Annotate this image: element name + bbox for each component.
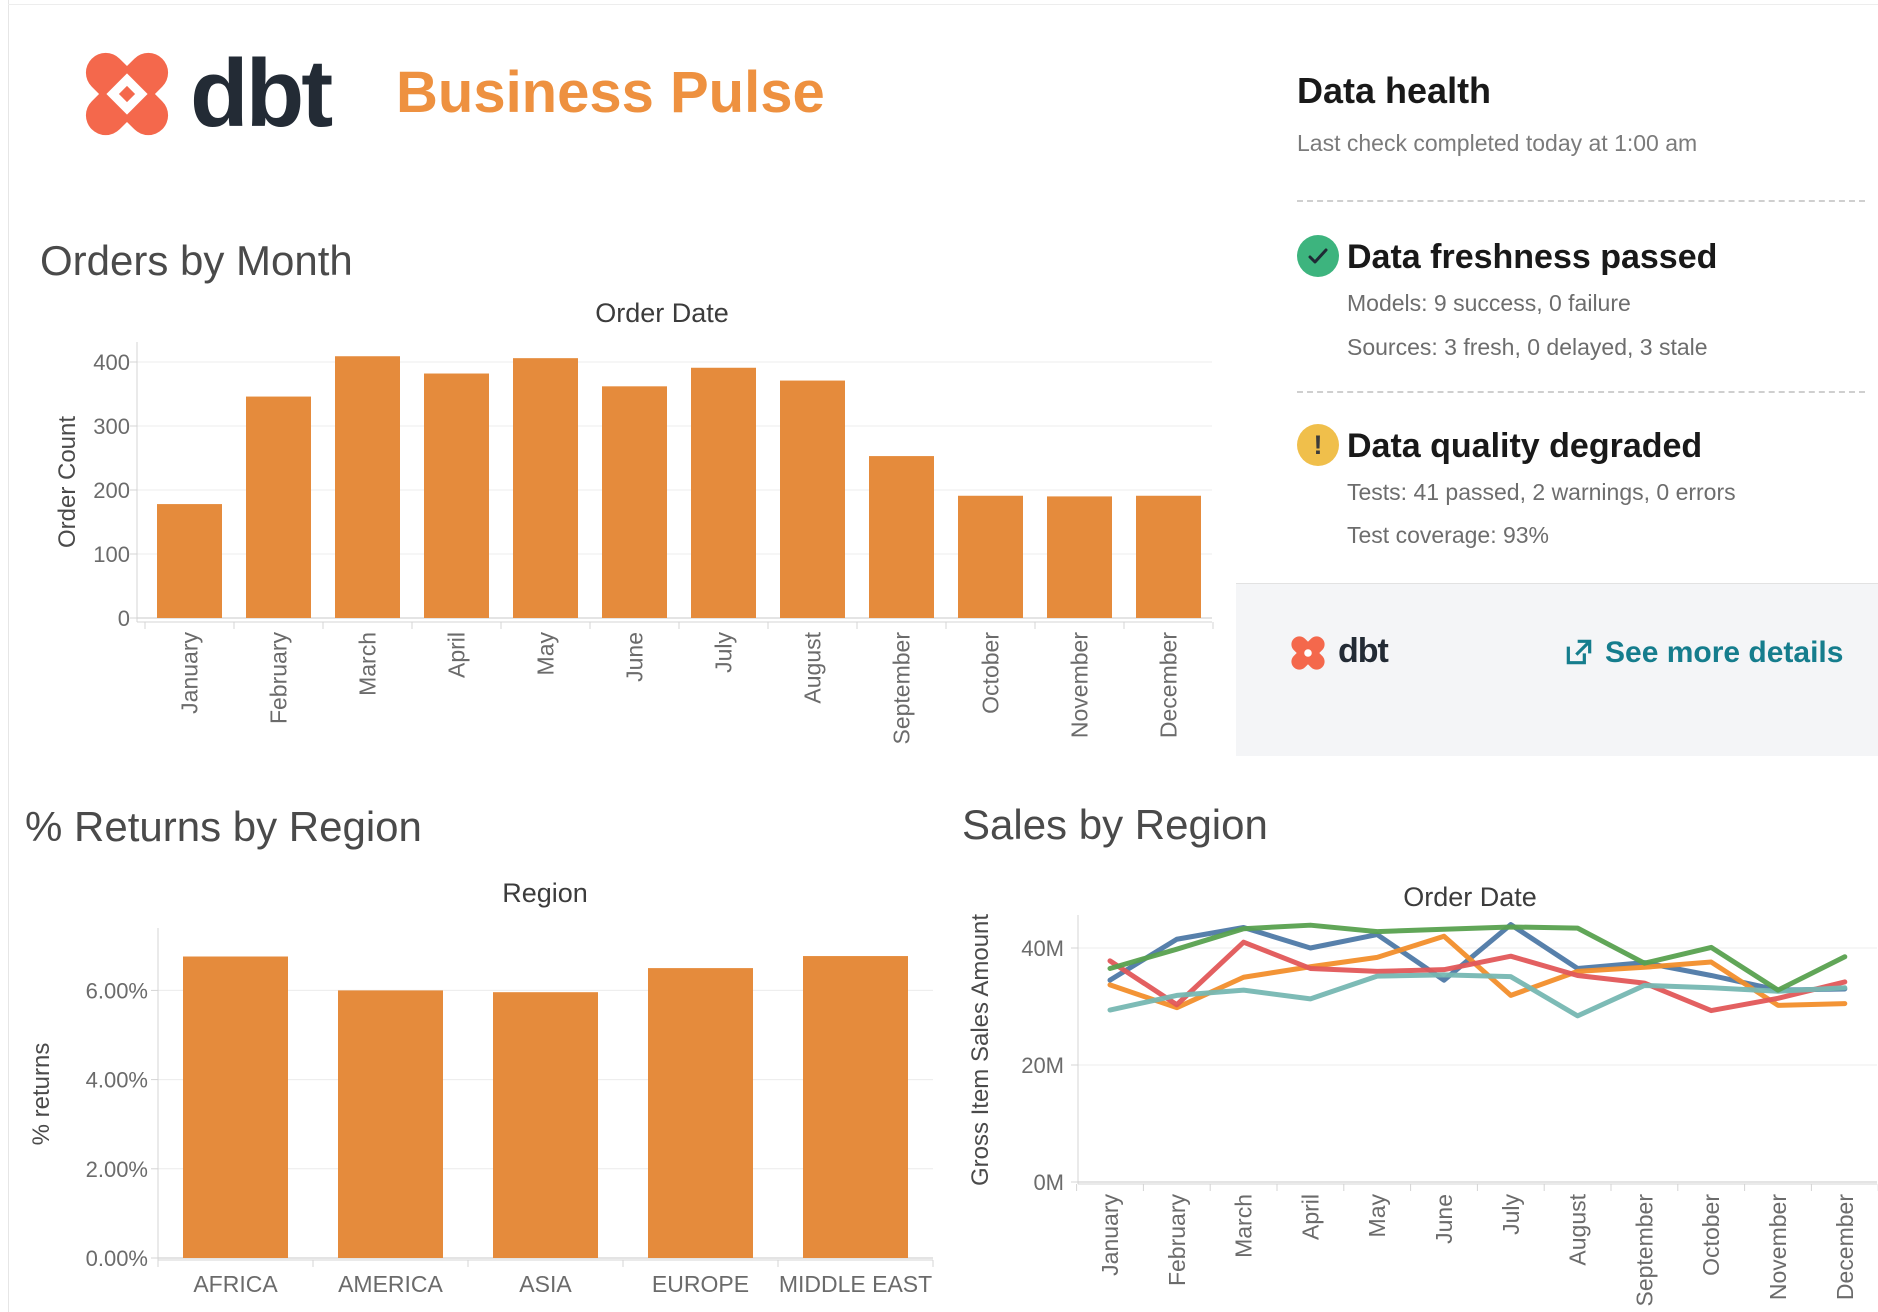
line-america[interactable] xyxy=(1107,933,1848,1011)
y-tick-label: 40M xyxy=(1021,936,1064,961)
returns-chart-title: % Returns by Region xyxy=(25,803,422,850)
bar-december[interactable] xyxy=(1136,495,1201,618)
x-category-label: April xyxy=(1297,1194,1323,1240)
x-category-label: August xyxy=(1565,1193,1591,1265)
x-category-label: January xyxy=(177,632,203,714)
y-tick-label: 400 xyxy=(93,350,130,375)
bar-june[interactable] xyxy=(602,386,667,618)
y-tick-label: 200 xyxy=(93,478,130,503)
freshness-sources-text: Sources: 3 fresh, 0 delayed, 3 stale xyxy=(1347,334,1708,360)
bar-november[interactable] xyxy=(1047,496,1112,618)
bar-january[interactable] xyxy=(157,504,222,618)
x-category-label: September xyxy=(1631,1194,1657,1307)
line-asia[interactable] xyxy=(1107,939,1848,1014)
x-category-label: December xyxy=(1156,632,1182,738)
bar-may[interactable] xyxy=(513,358,578,618)
dashed-divider xyxy=(1297,200,1865,202)
bar-july[interactable] xyxy=(691,367,756,618)
x-category-label: July xyxy=(711,632,737,673)
y-tick-label: 0.00% xyxy=(86,1246,148,1271)
bar-africa[interactable] xyxy=(183,956,288,1258)
bar-march[interactable] xyxy=(335,356,400,618)
x-category-label: February xyxy=(266,632,292,725)
bar-september[interactable] xyxy=(869,456,934,618)
freshness-status-title: Data freshness passed xyxy=(1347,238,1718,276)
quality-tests-text: Tests: 41 passed, 2 warnings, 0 errors xyxy=(1347,479,1736,505)
page-title: Business Pulse xyxy=(396,60,825,125)
bar-august[interactable] xyxy=(780,380,845,618)
y-axis-title: Order Count xyxy=(54,416,81,548)
freshness-models-text: Models: 9 success, 0 failure xyxy=(1347,290,1631,316)
x-category-label: November xyxy=(1765,1194,1791,1300)
see-more-details-label: See more details xyxy=(1605,636,1844,669)
y-tick-label: 4.00% xyxy=(86,1068,148,1093)
data-health-title: Data health xyxy=(1297,70,1492,111)
dbt-footer-wordmark: dbt xyxy=(1338,632,1389,670)
x-category-label: ASIA xyxy=(519,1271,572,1297)
field-label: Order Date xyxy=(595,298,729,328)
dbt-logo-icon xyxy=(1291,636,1325,670)
check-circle-icon xyxy=(1297,235,1339,277)
left-edge-divider xyxy=(8,0,9,1312)
x-category-label: April xyxy=(444,632,470,678)
x-category-label: November xyxy=(1067,632,1093,738)
x-category-label: May xyxy=(1364,1194,1390,1238)
line-middle-east[interactable] xyxy=(1107,922,1848,993)
orders-by-month-chart: 0 100 200 300 400 Order Date Order Count Januar… xyxy=(54,298,1214,745)
y-tick-label: 300 xyxy=(93,414,130,439)
x-category-label: October xyxy=(1698,1194,1724,1276)
x-category-label: July xyxy=(1498,1194,1524,1235)
see-more-details-link[interactable]: See more details xyxy=(1563,636,1843,673)
x-category-label: March xyxy=(1231,1194,1257,1258)
data-health-footer: dbt See more details xyxy=(1236,583,1878,756)
x-category-label: AFRICA xyxy=(193,1271,278,1297)
bar-asia[interactable] xyxy=(493,992,598,1258)
y-axis-title: % returns xyxy=(28,1043,55,1146)
y-axis-title: Gross Item Sales Amount xyxy=(967,914,994,1186)
bar-middle-east[interactable] xyxy=(803,956,908,1258)
x-category-label: January xyxy=(1097,1194,1123,1276)
returns-by-region-chart: 0.00% 2.00% 4.00% 6.00% Region % returns AFRIC… xyxy=(28,878,934,1297)
x-category-label: June xyxy=(622,632,648,682)
quality-coverage-text: Test coverage: 93% xyxy=(1347,522,1550,548)
field-label: Order Date xyxy=(1403,882,1537,912)
x-category-label: August xyxy=(800,631,826,703)
bar-february[interactable] xyxy=(246,396,311,618)
top-edge-divider xyxy=(8,4,1878,5)
y-tick-label: 0 xyxy=(118,606,130,631)
orders-chart-title: Orders by Month xyxy=(40,237,353,284)
x-category-label: June xyxy=(1431,1194,1457,1244)
external-link-icon xyxy=(1566,639,1592,665)
bar-april[interactable] xyxy=(424,373,489,618)
y-tick-label: 0M xyxy=(1033,1170,1064,1195)
y-tick-label: 20M xyxy=(1021,1053,1064,1078)
x-category-label: October xyxy=(978,632,1004,714)
dbt-logo-icon xyxy=(85,52,169,136)
sales-by-region-chart: 0M 20M 40M Order Date Gross Item Sales Amoun… xyxy=(967,882,1878,1307)
y-tick-label: 6.00% xyxy=(86,978,148,1003)
x-category-label: May xyxy=(533,632,559,676)
bar-america[interactable] xyxy=(338,990,443,1258)
x-category-label: March xyxy=(355,632,381,696)
x-category-label: September xyxy=(889,632,915,745)
x-category-label: February xyxy=(1164,1194,1190,1287)
line-africa[interactable] xyxy=(1107,922,1848,993)
last-check-text: Last check completed today at 1:00 am xyxy=(1297,130,1698,156)
bar-europe[interactable] xyxy=(648,968,753,1258)
quality-status-title: Data quality degraded xyxy=(1347,427,1703,465)
x-category-label: MIDDLE EAST xyxy=(779,1271,932,1297)
y-tick-label: 2.00% xyxy=(86,1157,148,1182)
y-tick-label: 100 xyxy=(93,542,130,567)
dbt-wordmark: dbt xyxy=(190,40,333,147)
bar-october[interactable] xyxy=(958,495,1023,618)
x-category-label: December xyxy=(1832,1194,1858,1300)
line-europe[interactable] xyxy=(1107,972,1848,1019)
field-label: Region xyxy=(502,878,588,908)
sales-chart-title: Sales by Region xyxy=(962,801,1268,848)
x-category-label: EUROPE xyxy=(652,1271,749,1297)
x-category-label: AMERICA xyxy=(338,1271,443,1297)
warning-circle-icon: ! xyxy=(1297,424,1339,466)
dashed-divider xyxy=(1297,391,1865,393)
